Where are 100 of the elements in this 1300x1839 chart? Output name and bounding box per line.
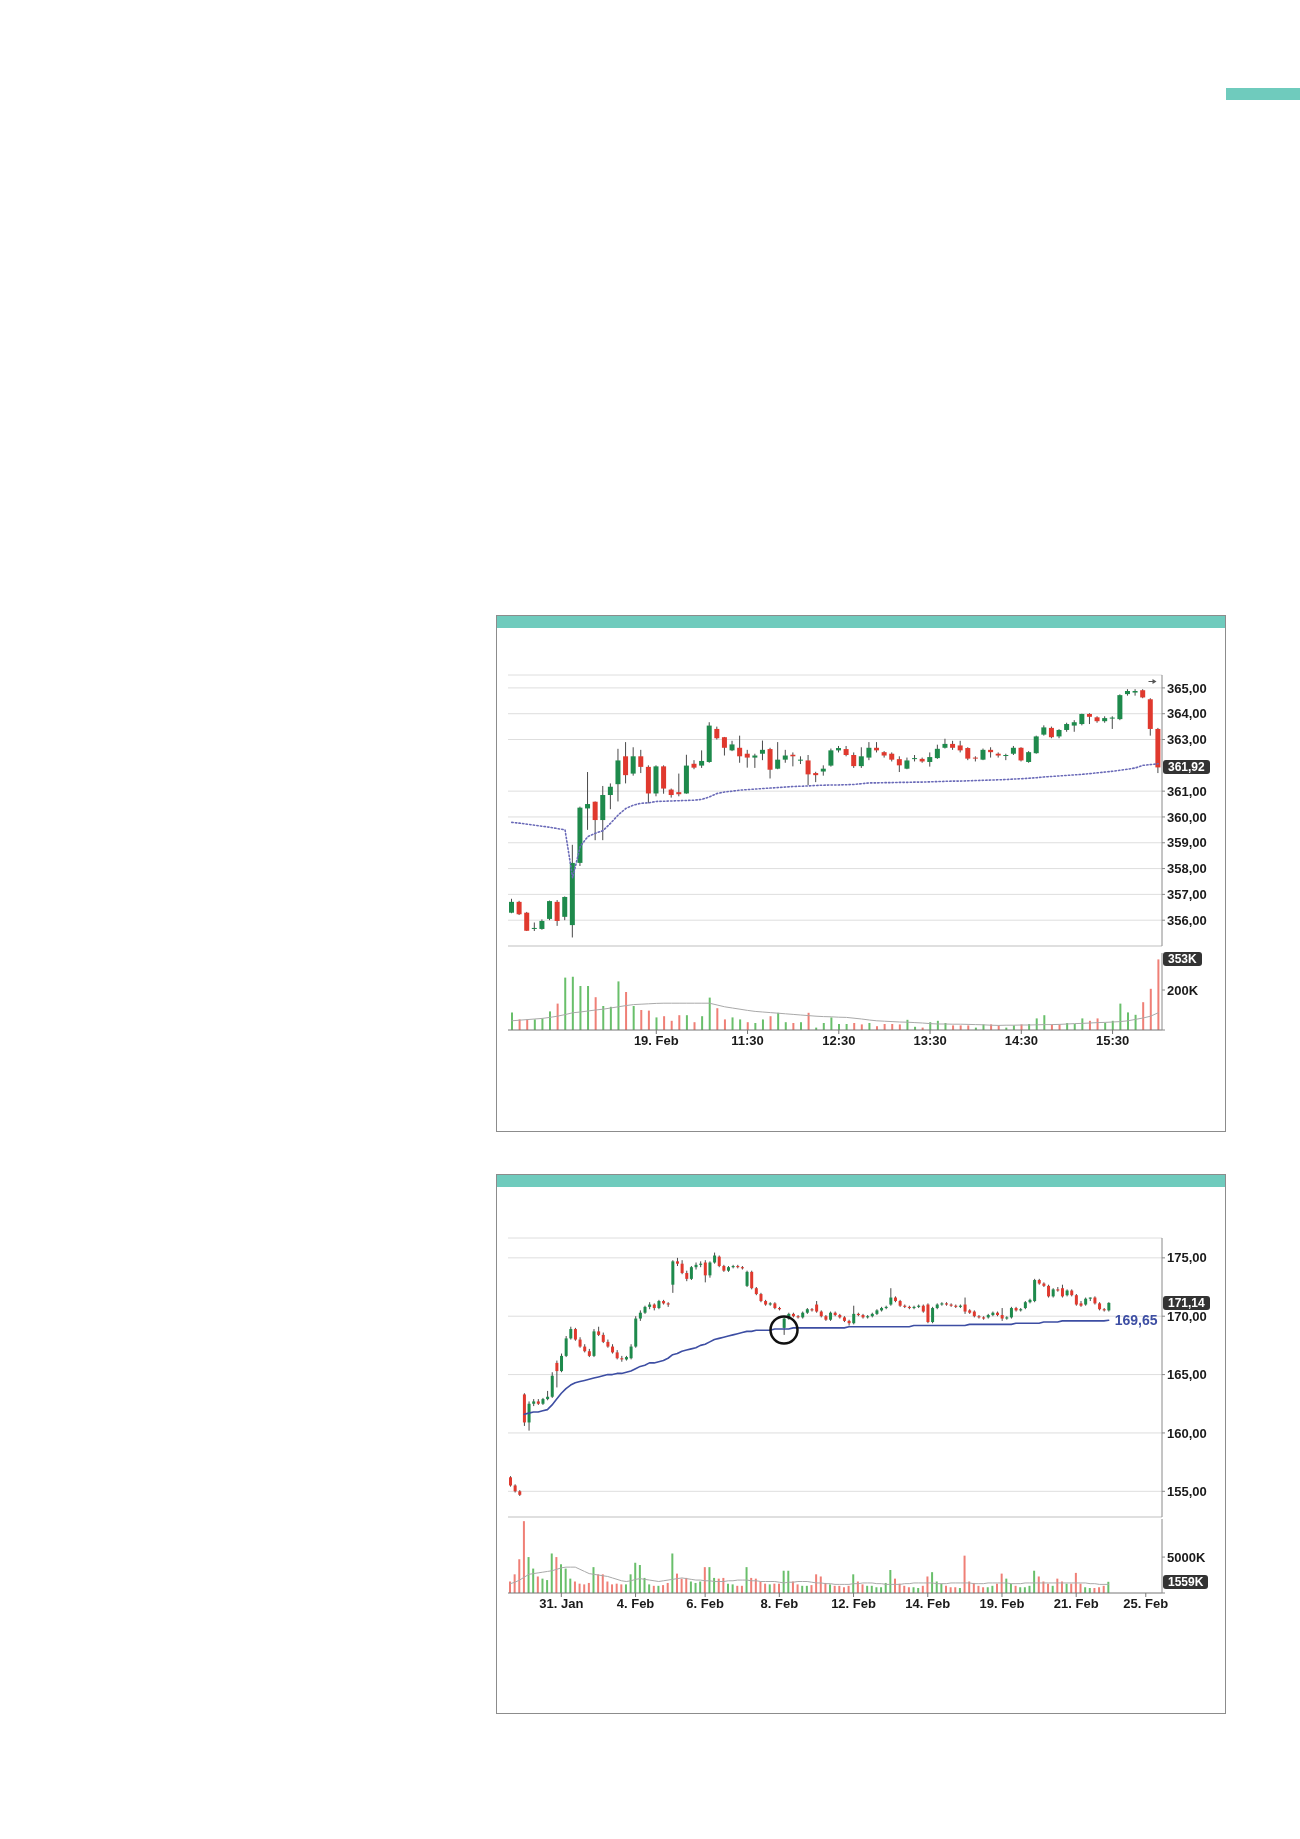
x-tick-label: 21. Feb — [1053, 1596, 1099, 1612]
candlestick — [1033, 1278, 1037, 1303]
x-tick-label: 14:30 — [1004, 1033, 1038, 1049]
bar — [685, 1015, 688, 1030]
bar — [638, 1564, 641, 1593]
y-tick-label: 358,00 — [1167, 861, 1207, 877]
bar — [620, 1584, 623, 1593]
bar — [768, 1584, 771, 1593]
candlestick — [1117, 693, 1123, 721]
y-tick-label: 155,00 — [1167, 1483, 1207, 1499]
bar — [731, 1017, 734, 1030]
candlestick — [607, 782, 613, 810]
bar — [629, 1574, 632, 1593]
bar — [1119, 1003, 1122, 1030]
bar — [564, 977, 567, 1030]
bar — [912, 1587, 915, 1593]
bar — [624, 1584, 627, 1593]
bar — [511, 1012, 513, 1030]
bar — [560, 1564, 563, 1593]
candlestick — [564, 1335, 568, 1358]
bar — [954, 1587, 957, 1593]
y-tick-label: 165,00 — [1167, 1367, 1207, 1383]
bar — [592, 1567, 595, 1593]
label-tag: 171,14 — [1163, 1295, 1210, 1310]
bar — [666, 1582, 669, 1593]
bar — [861, 1584, 864, 1593]
x-tick-label: 12:30 — [822, 1033, 856, 1049]
candlestick — [638, 749, 644, 774]
bar — [522, 1521, 525, 1593]
label-tag: 1559K — [1163, 1574, 1209, 1589]
x-tick-label: 6. Feb — [686, 1596, 724, 1612]
bar — [527, 1557, 530, 1593]
bar — [569, 1578, 572, 1593]
x-tick-label: 19. Feb — [633, 1033, 679, 1049]
y-tick-label: 357,00 — [1167, 887, 1207, 902]
bar — [678, 1015, 681, 1030]
x-tick-label: 11:30 — [731, 1033, 764, 1049]
candlestick — [926, 1302, 930, 1324]
candlestick — [767, 747, 773, 779]
bar — [634, 1562, 637, 1593]
candlestick — [1132, 688, 1138, 697]
bar — [602, 1006, 605, 1030]
bar — [860, 1024, 863, 1030]
candlestick — [942, 738, 948, 750]
candlestick — [585, 771, 591, 831]
x-tick-label: 14. Feb — [905, 1596, 951, 1612]
bar — [745, 1567, 748, 1593]
bar — [587, 1582, 590, 1593]
bar — [1149, 988, 1152, 1030]
bar — [842, 1587, 845, 1593]
bar — [571, 976, 574, 1030]
x-tick-label: 8. Feb — [760, 1596, 799, 1612]
candlestick — [775, 741, 781, 770]
y-tick-label: 365,00 — [1167, 680, 1207, 696]
candlestick — [1079, 1300, 1083, 1308]
bar — [648, 1584, 651, 1593]
bar — [536, 1576, 539, 1593]
bar — [708, 997, 711, 1030]
bar — [830, 1017, 833, 1030]
candlestick — [555, 1360, 559, 1388]
y-tick-label: 364,00 — [1167, 706, 1207, 722]
bar — [1126, 1012, 1129, 1030]
bar — [723, 1019, 726, 1030]
candlestick — [828, 748, 834, 768]
candlestick — [858, 746, 864, 769]
bar — [829, 1584, 832, 1593]
bar — [982, 1587, 985, 1593]
bar — [640, 1010, 643, 1030]
x-tick-label: 13:30 — [913, 1033, 947, 1049]
bar — [701, 1016, 704, 1030]
bar — [541, 1578, 544, 1593]
y-tick-label: 5000K — [1167, 1549, 1206, 1565]
candlestick — [560, 1353, 564, 1373]
candlestick — [805, 754, 811, 786]
bar — [703, 1567, 706, 1593]
bar — [625, 992, 628, 1030]
bar — [617, 981, 620, 1030]
candlestick — [852, 1305, 856, 1325]
bar — [731, 1584, 734, 1593]
bar — [555, 1557, 558, 1593]
candlestick — [881, 750, 887, 759]
candlestick — [737, 735, 743, 764]
bar — [889, 1570, 892, 1593]
candlestick — [759, 740, 765, 761]
y-tick-label: 360,00 — [1167, 809, 1207, 825]
x-tick-label: 15:30 — [1095, 1033, 1130, 1049]
y-tick-label: 200K — [1167, 982, 1199, 998]
bar — [949, 1587, 952, 1593]
bar — [587, 986, 590, 1030]
bar — [708, 1567, 711, 1593]
candlestick — [671, 1259, 675, 1294]
bar — [632, 1006, 635, 1030]
candlestick — [554, 899, 560, 927]
bar — [601, 1574, 604, 1593]
candlestick — [676, 773, 682, 797]
bar — [880, 1587, 883, 1593]
bar — [739, 1019, 742, 1030]
bar — [769, 1016, 772, 1030]
label-tag: 361,92 — [1163, 760, 1210, 775]
bar — [518, 1559, 521, 1593]
